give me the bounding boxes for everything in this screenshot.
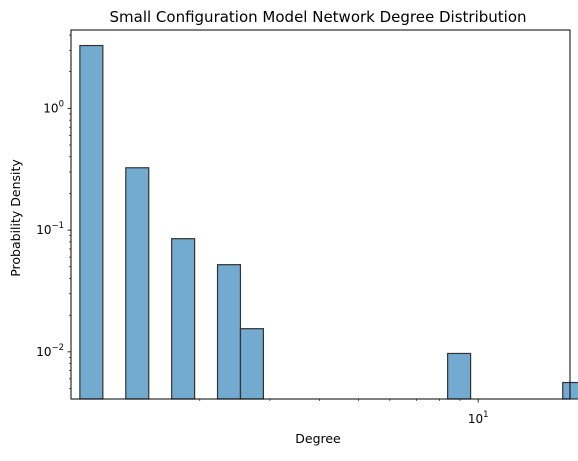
histogram-bar (171, 238, 196, 400)
bars-layer (79, 44, 578, 400)
chart-title: Small Configuration Model Network Degree… (110, 8, 527, 26)
ticks-layer: 101 100 10−1 10−2 (36, 34, 489, 426)
histogram-bar (239, 328, 264, 400)
y-tick-label: 100 (43, 99, 64, 115)
y-axis-label: Probability Density (8, 159, 23, 277)
histogram-bar (447, 352, 472, 400)
x-axis-label: Degree (295, 431, 341, 446)
histogram-bar (216, 264, 242, 400)
histogram-bar (125, 167, 150, 400)
histogram-bar (79, 44, 104, 400)
x-tick-label: 101 (468, 410, 489, 426)
y-tick-label: 10−1 (36, 221, 64, 237)
y-tick-label: 10−2 (36, 343, 64, 359)
plot-frame (70, 29, 571, 400)
